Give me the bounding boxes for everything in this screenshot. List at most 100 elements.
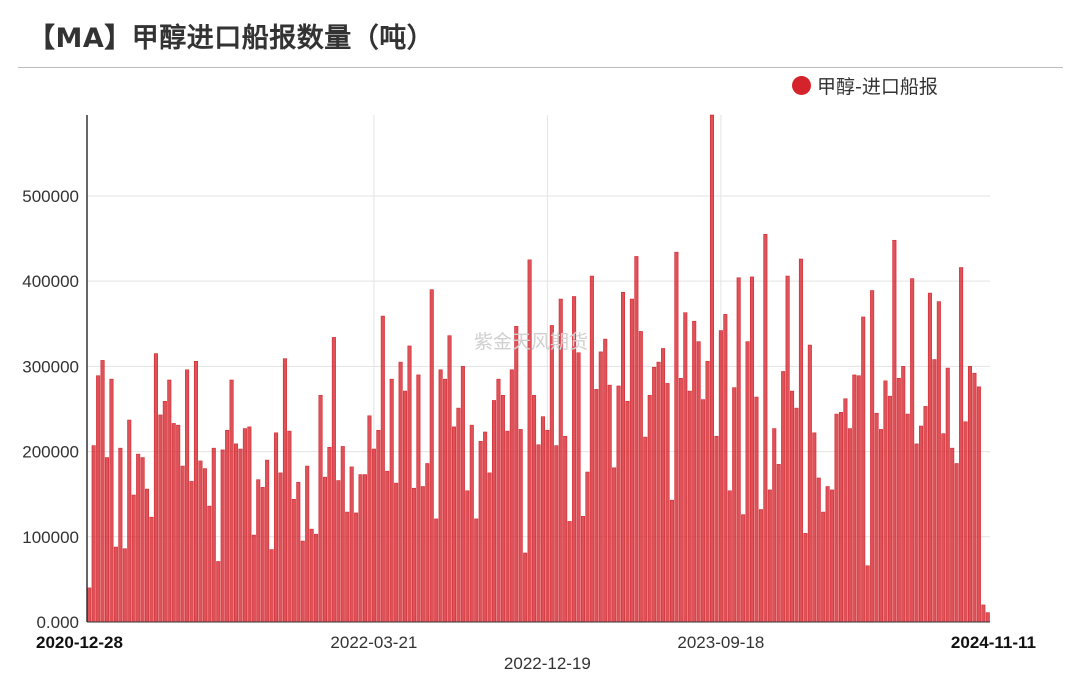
bar <box>296 481 301 623</box>
bar <box>122 548 127 623</box>
bar <box>620 291 626 623</box>
bar <box>647 395 652 623</box>
bar <box>674 251 679 623</box>
bar <box>923 406 928 623</box>
bar <box>113 546 118 623</box>
bar <box>772 428 777 623</box>
bar <box>403 390 408 623</box>
bar <box>96 375 101 623</box>
bar <box>238 448 243 623</box>
bar <box>287 430 292 623</box>
title-divider <box>18 67 1063 68</box>
bar <box>202 468 207 623</box>
bar <box>580 516 586 623</box>
bar <box>314 533 319 623</box>
bar <box>176 424 181 623</box>
bar <box>429 289 434 623</box>
bar <box>776 464 781 623</box>
bar <box>976 386 981 623</box>
bar <box>643 436 648 623</box>
bar <box>963 421 968 623</box>
bar <box>451 426 457 623</box>
bar <box>807 344 812 623</box>
bar <box>843 398 848 623</box>
bar <box>447 335 452 623</box>
bar <box>158 414 163 623</box>
bar <box>798 258 803 623</box>
bar <box>100 360 105 623</box>
bar <box>549 325 554 623</box>
bar <box>127 419 132 623</box>
legend[interactable]: 甲醇-进口船报 <box>792 72 938 99</box>
bar <box>336 480 341 623</box>
bar <box>892 239 897 623</box>
bar <box>162 401 167 623</box>
bar <box>167 379 172 623</box>
bar <box>318 395 323 623</box>
bar <box>870 290 875 623</box>
bar <box>914 443 919 623</box>
bar <box>149 516 154 623</box>
bar <box>242 428 247 623</box>
bar <box>91 445 96 623</box>
bar <box>927 292 932 623</box>
bar <box>229 379 234 623</box>
bar <box>790 390 795 623</box>
bar <box>652 366 657 623</box>
bar <box>950 447 955 623</box>
bar <box>598 351 603 623</box>
bar <box>394 482 399 623</box>
bar <box>816 477 821 623</box>
bar <box>634 256 639 623</box>
bar <box>189 481 194 623</box>
bar <box>278 472 283 623</box>
bar <box>380 315 385 623</box>
bar <box>211 447 216 623</box>
bar <box>411 487 416 623</box>
watermark: 紫金天风期货 <box>474 331 589 353</box>
bar <box>118 447 123 623</box>
bar <box>932 359 937 623</box>
bar <box>220 449 225 623</box>
bar <box>491 400 497 623</box>
bar <box>692 320 697 623</box>
bar <box>443 378 448 623</box>
bar <box>972 372 977 623</box>
bar <box>941 433 946 623</box>
bar <box>389 378 394 623</box>
bar <box>838 412 844 623</box>
x-tick-label: 2022-03-21 <box>330 633 417 652</box>
bar <box>625 401 630 623</box>
bar <box>367 415 372 623</box>
legend-marker <box>792 76 811 95</box>
bar <box>145 488 150 623</box>
bar <box>416 374 421 623</box>
bar <box>959 267 964 623</box>
bar <box>985 612 990 623</box>
bar <box>300 540 305 623</box>
bar <box>518 429 523 623</box>
bar <box>500 395 505 623</box>
bar <box>140 457 145 623</box>
bar <box>656 361 661 623</box>
bar <box>821 511 826 623</box>
bar <box>669 499 674 623</box>
bar <box>852 374 857 623</box>
bar <box>216 561 221 623</box>
bar <box>456 407 461 623</box>
bar <box>563 435 568 623</box>
bar <box>104 457 110 623</box>
bar <box>434 518 439 623</box>
bar <box>554 445 559 623</box>
bar <box>794 407 799 623</box>
y-tick-label: 0.000 <box>36 613 79 632</box>
bar <box>251 534 256 623</box>
bar <box>180 465 185 623</box>
bar <box>687 390 692 623</box>
bar <box>705 360 710 623</box>
x-tick-label: 2020-12-28 <box>36 633 123 652</box>
bar <box>629 298 634 623</box>
bar <box>136 453 141 623</box>
bar <box>309 528 314 623</box>
y-tick-label: 200000 <box>22 443 79 462</box>
